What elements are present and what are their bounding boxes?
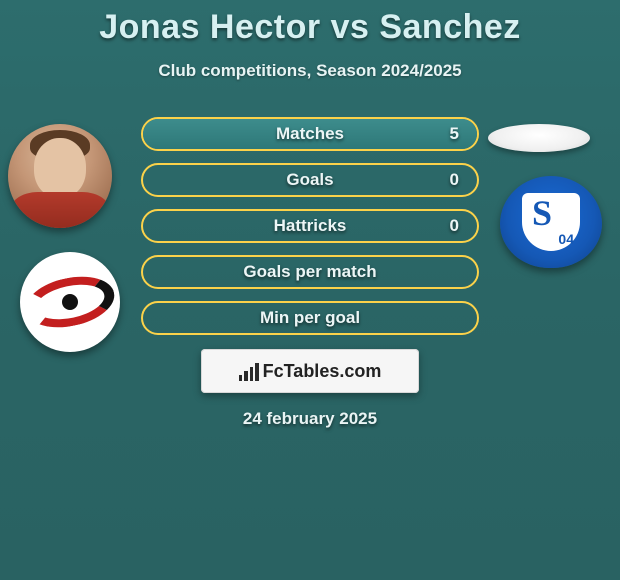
stat-label: Goals: [286, 170, 333, 190]
date-text: 24 february 2025: [0, 409, 620, 429]
bar-chart-icon: [239, 361, 259, 381]
site-brand[interactable]: FcTables.com: [201, 349, 419, 393]
subtitle: Club competitions, Season 2024/2025: [0, 61, 620, 81]
stat-value: 0: [450, 170, 459, 190]
stat-bar-goals-per-match: Goals per match: [141, 255, 479, 289]
stat-bar-min-per-goal: Min per goal: [141, 301, 479, 335]
stat-label: Goals per match: [243, 262, 376, 282]
page-title: Jonas Hector vs Sanchez: [0, 8, 620, 47]
player-right-placeholder: [488, 124, 590, 152]
stat-label: Matches: [276, 124, 344, 144]
hurricane-icon: [34, 278, 106, 326]
schalke-shield-icon: S 04: [522, 193, 580, 251]
stat-label: Min per goal: [260, 308, 360, 328]
stat-label: Hattricks: [274, 216, 347, 236]
stat-bar-goals: Goals 0: [141, 163, 479, 197]
schalke-s: S: [532, 195, 552, 231]
site-name: FcTables.com: [263, 361, 382, 382]
stat-bar-matches: Matches 5: [141, 117, 479, 151]
club-left-logo: [20, 252, 120, 352]
player-left-avatar: [8, 124, 112, 228]
club-right-logo: S 04: [500, 176, 602, 268]
stat-value: 5: [450, 124, 459, 144]
stat-value: 0: [450, 216, 459, 236]
schalke-num: 04: [558, 231, 574, 247]
stat-bar-hattricks: Hattricks 0: [141, 209, 479, 243]
